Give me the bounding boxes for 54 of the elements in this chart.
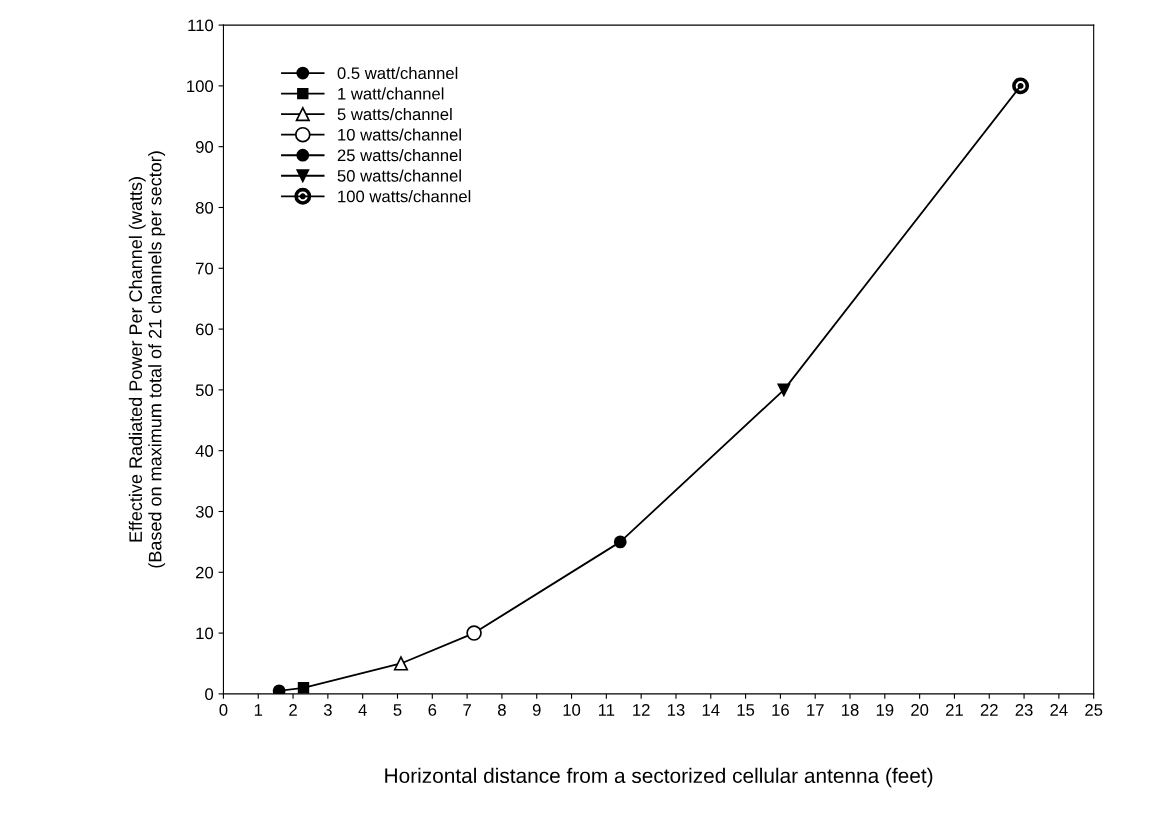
- point: [466, 625, 482, 641]
- x-tick-label: 25: [1085, 704, 1103, 716]
- x-tick-label: 4: [358, 704, 367, 716]
- x-tick-label: 1: [254, 704, 263, 716]
- x-tick-label: 23: [1015, 704, 1033, 716]
- x-axis-title: Horizontal distance from a sectorized cellular antenna (feet): [385, 767, 933, 788]
- x-tick-label: 8: [498, 704, 506, 716]
- x-tick-label: 0: [219, 704, 228, 716]
- x-tick-label: 22: [980, 704, 998, 716]
- y-tick-label: 10: [196, 627, 214, 640]
- x-tick-label: 21: [946, 704, 963, 716]
- x-tick-label: 14: [702, 704, 720, 716]
- x-tick-label: 10: [563, 704, 581, 716]
- legend-label: 100 watts/channel: [338, 190, 471, 203]
- y-tick-label: 70: [196, 262, 214, 275]
- x-tick-label: 15: [737, 704, 755, 716]
- x-tick-label: 7: [463, 704, 471, 716]
- x-tick-label: 16: [772, 704, 789, 716]
- x-tick-label: 3: [323, 704, 332, 716]
- y-tick-label: 100: [187, 80, 214, 93]
- legend-label: 25 watts/channel: [337, 148, 461, 162]
- point: [272, 684, 286, 694]
- y-tick-label: 0: [205, 688, 214, 701]
- x-tick-label: 12: [633, 704, 650, 716]
- x-tick-label: 24: [1050, 704, 1068, 716]
- legend-label: 50 watts/channel: [337, 169, 461, 182]
- point: [297, 682, 310, 694]
- legend-label: 10 watts/channel: [338, 128, 461, 141]
- legend-label: 5 watts/channel: [337, 107, 452, 121]
- y-tick-label: 40: [195, 445, 214, 457]
- x-tick-label: 9: [532, 704, 541, 716]
- x-tick-label: 5: [393, 704, 402, 716]
- x-tick-label: 20: [911, 704, 929, 716]
- x-tick-label: 2: [289, 704, 297, 716]
- legend-label: 0.5 watt/channel: [337, 66, 458, 80]
- x-tick-label: 13: [667, 704, 685, 716]
- point: [393, 656, 409, 671]
- x-tick-label: 11: [598, 704, 615, 716]
- y-tick-label: 110: [188, 19, 214, 32]
- y-axis-title: Effective Radiated Power Per Channel (watts) (Based on maximum total of 21 channels per sector): [128, 151, 166, 568]
- legend-label: 1 watt/channel: [338, 87, 444, 100]
- x-tick-label: 17: [807, 704, 824, 716]
- point: [1012, 77, 1030, 95]
- y-tick-label: 80: [195, 201, 214, 214]
- x-tick-label: 19: [876, 704, 894, 716]
- y-tick-label: 90: [195, 141, 214, 153]
- y-tick-label: 30: [195, 505, 214, 518]
- y-tick-label: 50: [195, 384, 214, 397]
- x-tick-label: 18: [842, 704, 859, 716]
- x-tick-label: 6: [428, 704, 437, 716]
- y-tick-label: 20: [196, 566, 214, 579]
- y-tick-label: 60: [196, 323, 214, 336]
- point: [613, 535, 627, 549]
- point: [777, 383, 791, 397]
